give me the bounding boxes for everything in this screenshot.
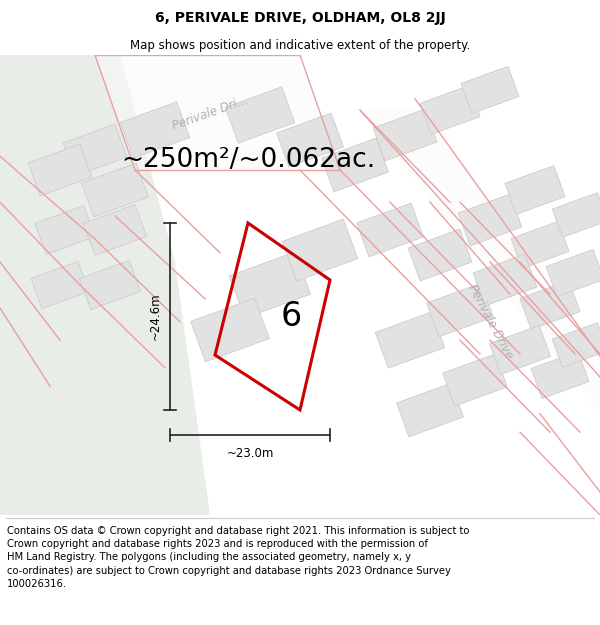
Polygon shape — [282, 219, 358, 281]
Polygon shape — [82, 163, 148, 217]
Polygon shape — [277, 113, 343, 167]
Polygon shape — [95, 55, 340, 170]
Polygon shape — [420, 86, 480, 134]
Polygon shape — [28, 144, 92, 196]
Polygon shape — [520, 281, 580, 329]
Text: Perivale Dri…: Perivale Dri… — [170, 93, 250, 132]
Text: Contains OS data © Crown copyright and database right 2021. This information is : Contains OS data © Crown copyright and d… — [7, 526, 470, 589]
Polygon shape — [376, 312, 445, 368]
Polygon shape — [83, 204, 146, 256]
Polygon shape — [35, 206, 95, 254]
Polygon shape — [553, 322, 600, 368]
Text: 6: 6 — [281, 301, 302, 334]
Text: ~24.6m: ~24.6m — [149, 292, 162, 340]
Polygon shape — [31, 261, 89, 309]
Text: Map shows position and indicative extent of the property.: Map shows position and indicative extent… — [130, 39, 470, 51]
Polygon shape — [0, 55, 210, 515]
Polygon shape — [531, 351, 589, 399]
Polygon shape — [356, 203, 424, 257]
Polygon shape — [505, 166, 565, 214]
Polygon shape — [226, 87, 295, 143]
Polygon shape — [360, 110, 600, 414]
Polygon shape — [121, 102, 190, 158]
Text: ~250m²/~0.062ac.: ~250m²/~0.062ac. — [121, 147, 375, 173]
Text: Perivale Drive: Perivale Drive — [465, 282, 515, 361]
Polygon shape — [373, 109, 437, 161]
Polygon shape — [461, 66, 519, 114]
Polygon shape — [458, 194, 522, 246]
Polygon shape — [546, 249, 600, 297]
Polygon shape — [443, 354, 507, 406]
Polygon shape — [397, 383, 463, 437]
Polygon shape — [553, 192, 600, 238]
Polygon shape — [191, 298, 269, 362]
Polygon shape — [490, 326, 551, 374]
Text: ~23.0m: ~23.0m — [226, 447, 274, 460]
Polygon shape — [63, 124, 127, 176]
Polygon shape — [511, 221, 569, 269]
Polygon shape — [79, 261, 140, 309]
Polygon shape — [322, 138, 388, 192]
Polygon shape — [473, 254, 537, 306]
Polygon shape — [229, 252, 311, 318]
Polygon shape — [408, 229, 472, 281]
Text: 6, PERIVALE DRIVE, OLDHAM, OL8 2JJ: 6, PERIVALE DRIVE, OLDHAM, OL8 2JJ — [155, 11, 445, 25]
Polygon shape — [427, 283, 493, 337]
